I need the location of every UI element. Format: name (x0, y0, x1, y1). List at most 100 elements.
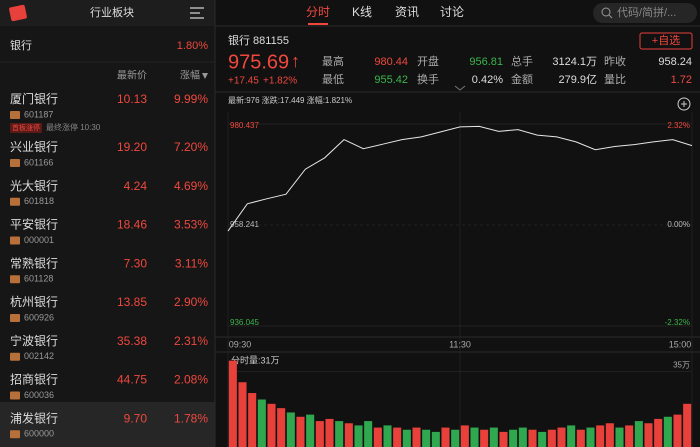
sidebar-bg (0, 0, 215, 447)
stat-value: 955.42 (374, 74, 408, 86)
volume-bar (489, 427, 498, 447)
stock-change: 3.11% (175, 256, 208, 270)
stock-name[interactable]: 光大银行 (10, 179, 58, 193)
volume-bar (683, 403, 692, 447)
tab[interactable]: 讨论 (440, 5, 464, 19)
stock-code: 600000 (24, 429, 54, 439)
stat-value: 980.44 (374, 56, 408, 68)
stat-value: 0.42% (472, 74, 503, 86)
y-tick-label: 980.437 (230, 121, 259, 130)
stock-code: 000001 (24, 235, 54, 245)
stat-label: 开盘 (417, 54, 439, 68)
badge-icon (10, 159, 20, 167)
tag-bg (10, 123, 42, 133)
sector-change: 1.80% (177, 40, 208, 52)
pct-label: 0.00% (667, 220, 690, 229)
stock-change: 2.08% (174, 373, 208, 387)
price-line (227, 125, 693, 232)
volume-bar (441, 427, 450, 447)
volume-bar (460, 425, 469, 447)
stock-code: 601166 (24, 157, 53, 167)
badge-icon (10, 111, 20, 119)
stat-value: 958.24 (658, 56, 692, 68)
stock-name[interactable]: 平安银行 (10, 217, 58, 232)
stock-code: 600926 (24, 312, 54, 322)
volume-bar (499, 431, 508, 447)
sidebar-top-bar (0, 0, 215, 26)
x-tick-label: 09:30 (229, 339, 252, 349)
stat-label: 昨收 (604, 54, 626, 68)
stock-price: 35.38 (117, 334, 147, 348)
stock-name[interactable]: 宁波银行 (10, 333, 58, 348)
stock-price: 44.75 (117, 373, 147, 387)
pct-label: 2.32% (667, 121, 690, 130)
volume-bar (344, 423, 353, 447)
top-title: 行业板块 (90, 5, 134, 19)
quote-price: 975.69 (228, 51, 289, 73)
volume-bar (422, 429, 431, 447)
stat-label: 换手 (417, 72, 439, 86)
volume-bar (509, 429, 518, 447)
y-tick-label: 936.045 (230, 318, 259, 327)
stock-price: 18.46 (117, 218, 147, 232)
badge-icon (10, 275, 20, 284)
stock-price: 19.20 (117, 140, 147, 154)
sort-icon[interactable] (202, 73, 208, 79)
stock-name[interactable]: 厦门银行 (10, 91, 58, 106)
expand-icon[interactable] (454, 85, 466, 91)
stock-change: 7.20% (174, 140, 208, 154)
tab[interactable]: K线 (352, 5, 372, 19)
search-box[interactable] (593, 3, 697, 23)
stat-value: 956.81 (469, 56, 503, 68)
badge-icon (10, 197, 20, 206)
zoom-icon[interactable] (677, 97, 691, 111)
tab[interactable]: 资讯 (395, 5, 419, 19)
volume-bar (528, 429, 537, 447)
volume-bar (373, 427, 382, 447)
volume-bar (248, 393, 257, 447)
volume-bar (238, 382, 247, 447)
tab[interactable]: 分时 (306, 5, 330, 19)
volume-bar (431, 431, 440, 447)
volume-bar (228, 360, 237, 447)
volume-bar (335, 421, 344, 447)
volume-bar (267, 403, 276, 447)
stat-value: 3124.1万 (552, 56, 597, 68)
volume-bar (625, 425, 634, 447)
volume-bar (470, 427, 479, 447)
add-watch-label: +自选 (652, 34, 680, 47)
badge-icon (10, 391, 20, 400)
stock-tag: 首板涨停 (12, 123, 40, 132)
volume-bar (451, 429, 460, 447)
menu-icon[interactable] (190, 7, 204, 19)
stat-value: 279.9亿 (558, 73, 597, 86)
chart-header: 最新:976 涨跌:17.449 涨幅:1.821% (228, 95, 352, 105)
badge-icon (10, 430, 20, 439)
stock-name[interactable]: 兴业银行 (10, 140, 58, 154)
stock-code: 002142 (24, 351, 54, 361)
volume-bar (663, 416, 672, 447)
badge-icon (10, 236, 20, 245)
volume-bar (557, 427, 566, 447)
badge-icon (10, 352, 20, 361)
stock-name[interactable]: 常熟银行 (10, 255, 58, 270)
stat-label: 最高 (322, 54, 344, 68)
volume-bar (306, 414, 315, 447)
add-watch-button[interactable] (639, 32, 693, 50)
volume-bar (644, 423, 653, 447)
stock-name[interactable]: 浦发银行 (10, 410, 58, 425)
stock-name[interactable]: 杭州银行 (10, 294, 58, 309)
volume-bar (586, 427, 595, 447)
volume-bar (634, 421, 643, 447)
logo[interactable] (9, 4, 28, 22)
sector-name: 银行 (10, 38, 32, 52)
stock-name[interactable]: 招商银行 (10, 372, 58, 387)
x-tick-label: 15:00 (669, 339, 692, 349)
stock-change: 3.53% (174, 218, 208, 232)
stock-price: 13.85 (117, 295, 147, 309)
volume-bar (315, 421, 324, 447)
volume-bar (325, 418, 334, 447)
badge-icon (10, 314, 20, 322)
